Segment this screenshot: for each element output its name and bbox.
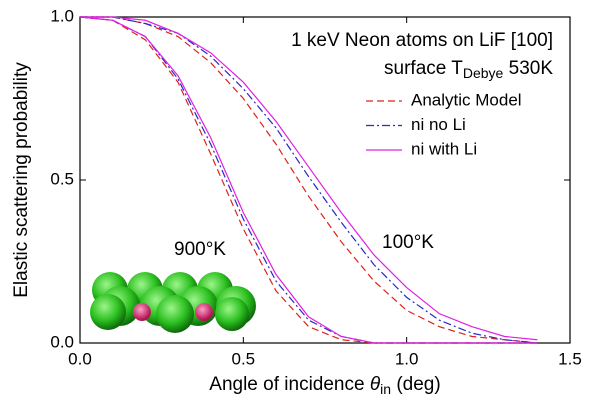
chart-subtitle: surface TDebye 530K <box>384 58 553 81</box>
y-axis-label: Elastic scattering probability <box>11 62 32 298</box>
x-label-symbol: θ <box>370 374 381 395</box>
curve-label: 900°K <box>174 239 226 260</box>
x-axis-label: Angle of incidence θin (deg) <box>209 374 440 397</box>
x-label-after: (deg) <box>391 374 441 395</box>
legend-label: ni no Li <box>411 115 466 134</box>
y-tick-label: 0.5 <box>50 169 74 188</box>
chart-title: 1 keV Neon atoms on LiF [100] <box>291 30 553 51</box>
x-tick-label: 1.5 <box>558 349 582 368</box>
x-label-sub: in <box>380 381 391 397</box>
y-tick-label: 0.0 <box>50 332 74 351</box>
x-tick-label: 0.5 <box>232 349 256 368</box>
y-tick-label: 1.0 <box>50 6 74 25</box>
x-label-text: Angle of incidence <box>209 374 370 395</box>
crystal-illustration <box>90 272 256 333</box>
legend-label: Analytic Model <box>411 90 522 109</box>
x-tick-label: 1.0 <box>395 349 419 368</box>
x-tick-label: 0.0 <box>68 349 92 368</box>
curve-label: 100°K <box>382 232 434 253</box>
series-line <box>79 16 538 344</box>
series-line <box>79 16 538 344</box>
series-line <box>80 16 538 344</box>
series-line <box>80 16 538 341</box>
subtitle-sub: Debye <box>463 65 504 81</box>
legend-label: ni with Li <box>411 139 477 158</box>
subtitle-text: surface T <box>384 58 463 79</box>
series-line <box>80 16 538 344</box>
subtitle-after: 530K <box>503 58 553 79</box>
